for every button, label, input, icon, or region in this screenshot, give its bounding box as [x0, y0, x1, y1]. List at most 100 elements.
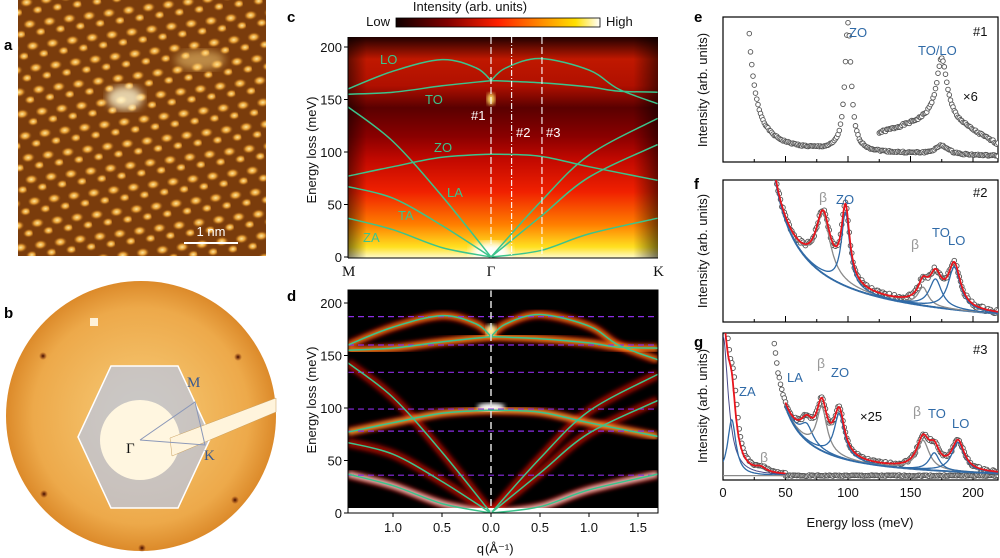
e-data-point — [746, 30, 753, 37]
colorbar — [395, 17, 601, 28]
elastic-band — [348, 508, 658, 513]
f-label-lo: LO — [948, 233, 965, 248]
c-x-label-1: Γ — [487, 264, 496, 280]
e-x6-data-point — [995, 140, 998, 146]
k-point-label: K — [204, 448, 215, 464]
panel-label-f: f — [694, 176, 700, 193]
f-label-to: TO — [932, 225, 950, 240]
f-cut-label: #2 — [973, 185, 987, 200]
g-x25-data-point — [779, 386, 785, 393]
d-x-tick-label: 1.0 — [580, 520, 598, 535]
dispersion-branch-zo — [348, 153, 658, 182]
e-data-point — [746, 9, 751, 14]
panel-label-c: c — [287, 9, 295, 26]
e-cut-label: #1 — [973, 24, 987, 39]
f-frame — [722, 179, 999, 323]
d-x-tick-label: 1.0 — [384, 520, 402, 535]
g-label-to: TO — [928, 406, 946, 421]
e-data-point — [995, 153, 998, 160]
g-x25-data-point — [777, 381, 784, 387]
e-x6-data-point — [942, 71, 949, 77]
c-y-tick-label: 0 — [335, 250, 342, 265]
g-x-tick-label: 50 — [778, 485, 792, 500]
e-data-point — [852, 123, 859, 129]
g-scale-note: ×25 — [860, 409, 882, 424]
c-y-tick-label: 100 — [320, 145, 342, 160]
dispersion-branch-zo — [348, 409, 658, 438]
gamma-point-label: Γ — [126, 441, 135, 457]
e-scale-note: ×6 — [963, 89, 978, 104]
leed-pattern — [6, 281, 277, 552]
g-x-axis-label: Energy loss (meV) — [807, 515, 914, 530]
d-x-axis-symbol: q — [477, 541, 484, 556]
f-y-axis-label: Intensity (arb. units) — [695, 194, 710, 308]
e-data-point — [841, 84, 848, 90]
g-x-tick-label: 150 — [900, 485, 922, 500]
cut-label-1: #1 — [471, 108, 485, 123]
colorbar-title: Intensity (arb. units) — [413, 0, 527, 14]
d-x-tick-label: 0.5 — [433, 520, 451, 535]
g-x-tick-label: 200 — [962, 485, 984, 500]
e-label-tolo: TO/LO — [918, 43, 957, 58]
g-low-fit-curve — [724, 333, 786, 475]
d-x-tick-label: 0.5 — [531, 520, 549, 535]
f-label-beta-2: β — [911, 236, 919, 252]
panel-label-d: d — [287, 288, 296, 305]
e-data-point — [836, 127, 843, 134]
dispersion-branch-ta — [348, 143, 658, 258]
d-x-axis-unit: (Å⁻¹) — [485, 541, 514, 556]
dispersion-branch-la — [348, 106, 658, 258]
panel-label-e: e — [694, 9, 702, 26]
e-data-point — [749, 61, 755, 68]
g-x25-data-point — [771, 340, 778, 347]
g-x25-data-point — [775, 370, 781, 376]
c-x-label-2: K — [653, 264, 664, 280]
f-label-zo: ZO — [836, 192, 854, 207]
branch-label-za: ZA — [363, 230, 380, 245]
f-plot-area — [773, 180, 998, 317]
e-data-point — [851, 114, 858, 120]
dispersion-branch-za — [348, 217, 658, 258]
sample-holder-beam — [169, 397, 277, 457]
g-component-za — [723, 418, 786, 476]
colorbar-low-label: Low — [366, 14, 390, 29]
g-plot-area — [723, 333, 998, 479]
dispersion-branch-to — [348, 79, 658, 96]
e-data-point — [752, 90, 759, 96]
e-data-point — [845, 19, 851, 26]
e-data-point — [747, 49, 754, 55]
d-y-tick-label: 0 — [335, 506, 342, 521]
branch-label-zo: ZO — [434, 140, 452, 155]
g-x-tick-label: 0 — [719, 485, 726, 500]
g-label-za: ZA — [739, 384, 756, 399]
e-x6-data-point — [936, 63, 943, 69]
scale-bar-label: 1 nm — [197, 224, 226, 239]
spectrum-panel-e — [722, 9, 999, 163]
spectrum-panel-g: 0 50 100 150 200 — [719, 332, 999, 500]
dispersion-heatmap: #1 #2 #3 LO TO ZO LA TA ZA — [348, 37, 658, 258]
e-x6-data-point — [945, 86, 951, 93]
dispersion-branch-la — [348, 362, 658, 513]
panel-label-b: b — [4, 305, 13, 322]
e-x6-data-point — [934, 79, 940, 86]
g-y-axis-label: Intensity (arb. units) — [695, 349, 710, 463]
e-data-point — [840, 101, 846, 108]
branch-label-la: LA — [447, 185, 463, 200]
d-x-tick-label: 0.0 — [482, 520, 500, 535]
e-data-point — [847, 59, 854, 65]
d-y-tick-label: 50 — [328, 454, 342, 469]
dispersion-branch-to — [348, 335, 658, 352]
d-x-tick-label: 1.5 — [629, 520, 647, 535]
e-data-point — [751, 82, 758, 88]
d-y-tick-label: 100 — [320, 401, 342, 416]
c-y-axis-label: Energy loss (meV) — [304, 97, 319, 204]
branch-label-ta: TA — [398, 208, 414, 223]
dispersion-branch-lo — [348, 57, 658, 105]
spectrum-panel-f — [722, 179, 999, 323]
e-data-point — [750, 73, 756, 79]
g-label-zo: ZO — [831, 365, 849, 380]
g-label-lo: LO — [952, 416, 969, 431]
g-cut-label: #3 — [973, 342, 987, 357]
dispersion-branch-lo — [348, 313, 658, 361]
dispersion-branch-ta — [348, 399, 658, 513]
